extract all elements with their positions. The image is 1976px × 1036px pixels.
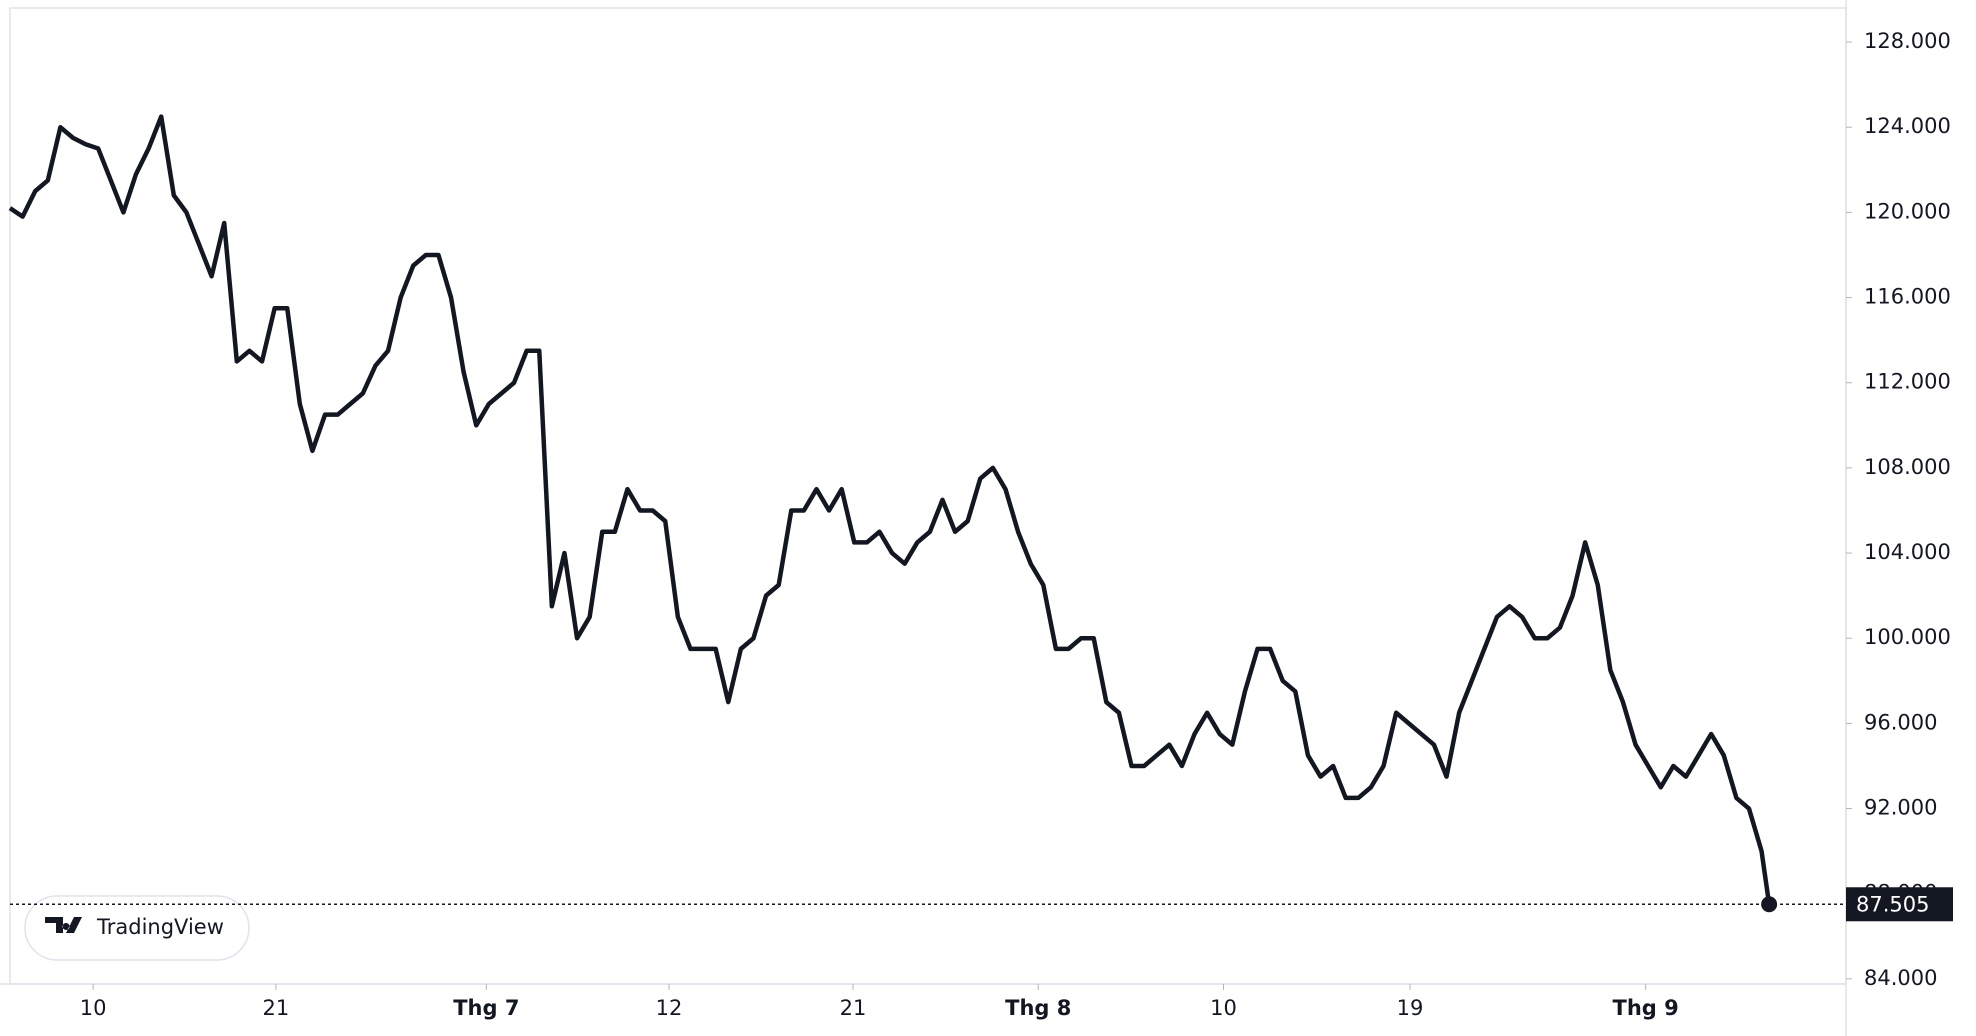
x-tick-label: 19: [1397, 996, 1424, 1020]
y-tick-label: 128.000: [1864, 29, 1951, 53]
y-tick-label: 96.000: [1864, 710, 1937, 734]
plot: 84.00088.00092.00096.000100.000104.00010…: [8, 29, 1953, 1020]
x-tick-label: Thg 9: [1613, 996, 1679, 1020]
y-tick-label: 124.000: [1864, 114, 1951, 138]
y-tick-label: 100.000: [1864, 625, 1951, 649]
price-line: [8, 114, 1772, 905]
y-tick-label: 116.000: [1864, 285, 1951, 309]
y-tick-label: 104.000: [1864, 540, 1951, 564]
y-tick-label: 112.000: [1864, 370, 1951, 394]
y-tick-label: 120.000: [1864, 199, 1951, 223]
last-price-label: 87.505: [1856, 892, 1929, 916]
x-tick-label: 21: [263, 996, 290, 1020]
y-tick-label: 92.000: [1864, 796, 1937, 820]
logo-text: TradingView: [96, 915, 224, 939]
logo-badge: [24, 895, 250, 961]
logo-icon: [45, 917, 82, 933]
y-tick-label: 108.000: [1864, 455, 1951, 479]
plot-frame: [9, 7, 1847, 985]
x-tick-label: Thg 8: [1005, 996, 1071, 1020]
x-tick-label: 10: [80, 996, 107, 1020]
last-price-dot: [1761, 896, 1778, 913]
x-tick-label: Thg 7: [453, 996, 519, 1020]
logo: TradingView: [24, 895, 250, 961]
y-tick-label: 84.000: [1864, 966, 1937, 990]
x-tick-label: 10: [1210, 996, 1237, 1020]
x-tick-label: 12: [656, 996, 683, 1020]
x-tick-label: 21: [840, 996, 867, 1020]
last-price-box: [1846, 887, 1953, 922]
